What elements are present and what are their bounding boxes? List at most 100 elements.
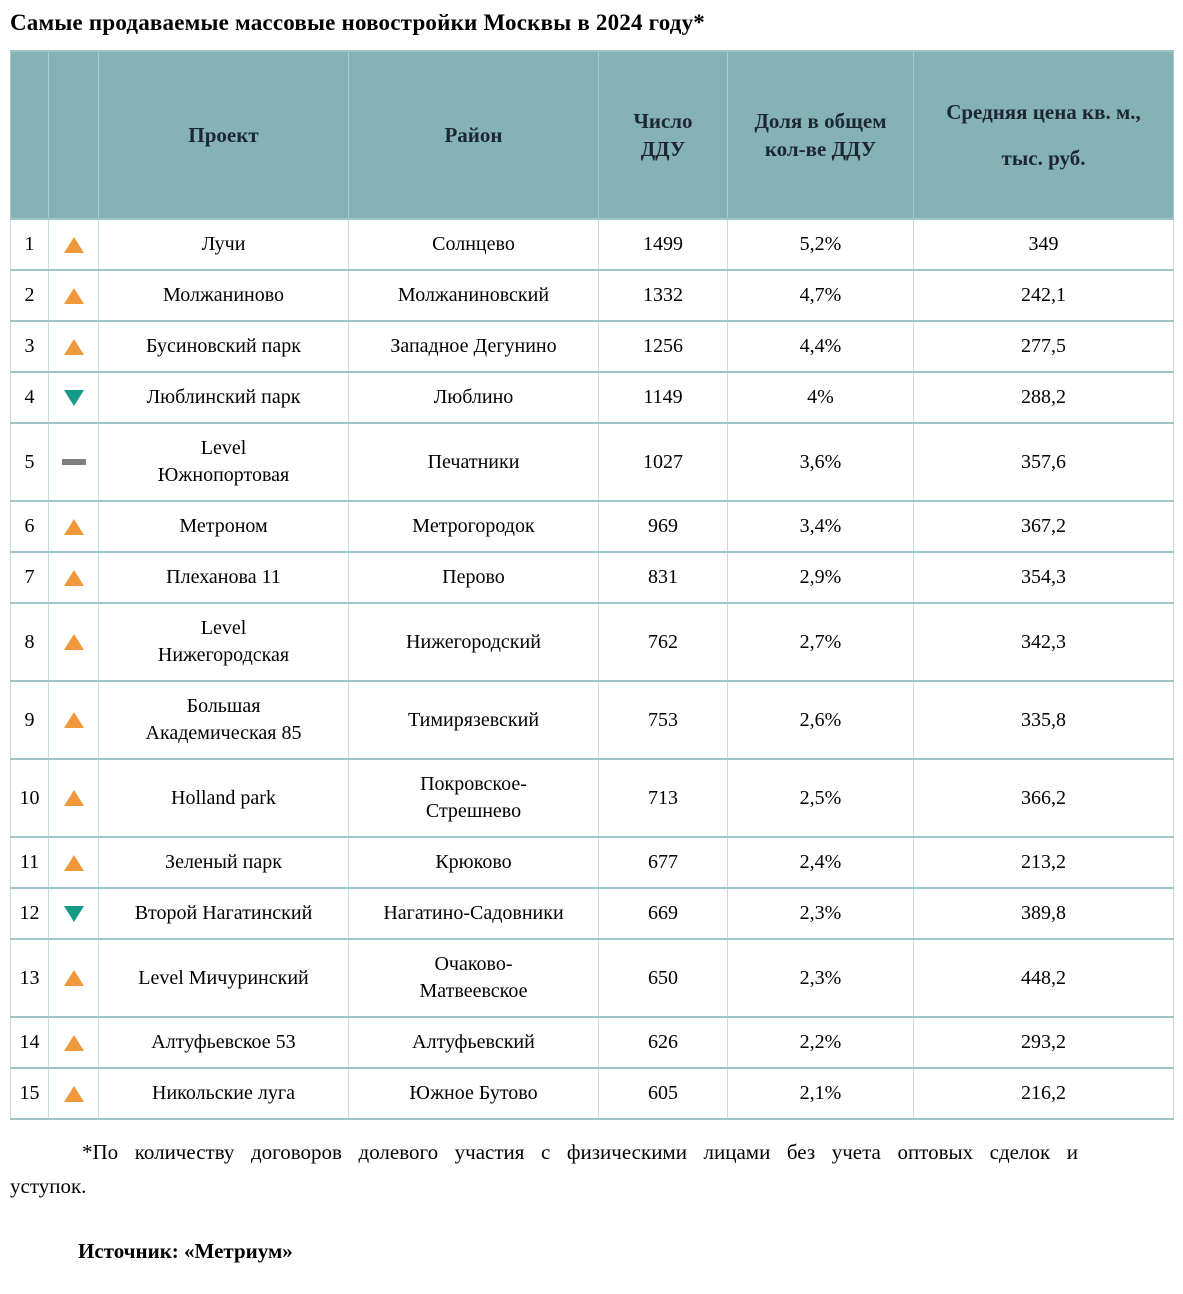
rank-cell: 1 (10, 218, 49, 271)
ddu-count-cell: 1027 (598, 422, 728, 502)
trend-cell (48, 218, 99, 271)
ddu-share-cell: 2,6% (727, 680, 914, 760)
trend-cell (48, 1016, 99, 1069)
table-row: 15 Никольские луга Южное Бутово 605 2,1% 216,… (10, 1067, 1174, 1120)
ddu-count-cell: 626 (598, 1016, 728, 1069)
triangle-down-icon (63, 905, 84, 922)
table-body: 1 Лучи Солнцево 1499 5,2% 349 2 Молжаниново Молж… (10, 218, 1174, 1120)
rank-cell: 8 (10, 602, 49, 682)
project-cell: Level Мичуринский (98, 938, 349, 1018)
triangle-up-icon (63, 569, 84, 586)
ddu-count-cell: 831 (598, 551, 728, 604)
ddu-share-cell: 4,4% (727, 320, 914, 373)
header-avg-price-line2: тыс. руб. (1001, 146, 1086, 170)
ddu-count-cell: 1332 (598, 269, 728, 322)
rank-cell: 9 (10, 680, 49, 760)
project-cell: Большая Академическая 85 (98, 680, 349, 760)
header-avg-price: Средняя цена кв. м., тыс. руб. (913, 50, 1174, 220)
trend-cell (48, 371, 99, 424)
table-row: 8 Level Нижегородская Нижегородский 762 2,7%… (10, 602, 1174, 682)
district-cell: Солнцево (348, 218, 599, 271)
ddu-share-cell: 4% (727, 371, 914, 424)
ddu-count-cell: 969 (598, 500, 728, 553)
district-cell: Западное Дегунино (348, 320, 599, 373)
project-cell: Лучи (98, 218, 349, 271)
header-district: Район (348, 50, 599, 220)
triangle-up-icon (63, 790, 84, 806)
district-cell: Метрогородок (348, 500, 599, 553)
ddu-share-cell: 2,5% (727, 758, 914, 838)
district-cell: Покровское- Стрешнево (348, 758, 599, 838)
district-cell: Печатники (348, 422, 599, 502)
header-ddu-share: Доля в общем кол-ве ДДУ (727, 50, 914, 220)
triangle-up-icon (63, 712, 84, 728)
project-cell: Молжаниново (98, 269, 349, 322)
triangle-up-icon (63, 854, 84, 871)
triangle-up-icon (63, 634, 84, 650)
avg-price-cell: 213,2 (913, 836, 1174, 889)
project-cell: Никольские луга (98, 1067, 349, 1120)
trend-cell (48, 1067, 99, 1120)
ddu-share-cell: 2,2% (727, 1016, 914, 1069)
table-row: 9 Большая Академическая 85 Тимирязевский 75… (10, 680, 1174, 760)
avg-price-cell: 367,2 (913, 500, 1174, 553)
ddu-count-cell: 713 (598, 758, 728, 838)
table-row: 11 Зеленый парк Крюково 677 2,4% 213,2 (10, 836, 1174, 889)
ddu-count-cell: 677 (598, 836, 728, 889)
avg-price-cell: 216,2 (913, 1067, 1174, 1120)
project-cell: Level Южнопортовая (98, 422, 349, 502)
rank-cell: 14 (10, 1016, 49, 1069)
avg-price-cell: 349 (913, 218, 1174, 271)
rank-cell: 15 (10, 1067, 49, 1120)
avg-price-cell: 277,5 (913, 320, 1174, 373)
triangle-up-icon (63, 970, 84, 986)
ddu-share-cell: 3,4% (727, 500, 914, 553)
project-cell: Зеленый парк (98, 836, 349, 889)
table-row: 7 Плеханова 11 Перово 831 2,9% 354,3 (10, 551, 1174, 604)
table-row: 5 Level Южнопортовая Печатники 1027 3,6% 357,… (10, 422, 1174, 502)
trend-cell (48, 602, 99, 682)
ddu-share-cell: 2,7% (727, 602, 914, 682)
rank-cell: 3 (10, 320, 49, 373)
district-cell: Нагатино-Садовники (348, 887, 599, 940)
project-cell: Level Нижегородская (98, 602, 349, 682)
ddu-count-cell: 1149 (598, 371, 728, 424)
trend-cell (48, 680, 99, 760)
triangle-up-icon (63, 1034, 84, 1051)
table-row: 4 Люблинский парк Люблино 1149 4% 288,2 (10, 371, 1174, 424)
ddu-count-cell: 762 (598, 602, 728, 682)
rank-cell: 7 (10, 551, 49, 604)
header-project: Проект (98, 50, 349, 220)
ddu-count-cell: 1499 (598, 218, 728, 271)
project-cell: Люблинский парк (98, 371, 349, 424)
trend-cell (48, 887, 99, 940)
avg-price-cell: 354,3 (913, 551, 1174, 604)
ddu-share-cell: 2,3% (727, 938, 914, 1018)
trend-cell (48, 938, 99, 1018)
triangle-up-icon (63, 236, 84, 253)
district-cell: Люблино (348, 371, 599, 424)
ddu-share-cell: 4,7% (727, 269, 914, 322)
table-row: 3 Бусиновский парк Западное Дегунино 1256 4,… (10, 320, 1174, 373)
header-trend (48, 50, 99, 220)
avg-price-cell: 357,6 (913, 422, 1174, 502)
district-cell: Молжаниновский (348, 269, 599, 322)
triangle-up-icon (63, 518, 84, 535)
ddu-count-cell: 650 (598, 938, 728, 1018)
source-line: Источник: «Метриум» (78, 1239, 293, 1264)
dash-icon (61, 459, 86, 465)
header-ddu-count: Число ДДУ (598, 50, 728, 220)
avg-price-cell: 342,3 (913, 602, 1174, 682)
ddu-share-cell: 3,6% (727, 422, 914, 502)
avg-price-cell: 288,2 (913, 371, 1174, 424)
trend-cell (48, 269, 99, 322)
ddu-count-cell: 605 (598, 1067, 728, 1120)
project-cell: Бусиновский парк (98, 320, 349, 373)
ddu-share-cell: 2,1% (727, 1067, 914, 1120)
rank-cell: 11 (10, 836, 49, 889)
trend-cell (48, 422, 99, 502)
footnote: *По количеству договоров долевого участи… (10, 1140, 1078, 1198)
table-row: 1 Лучи Солнцево 1499 5,2% 349 (10, 218, 1174, 271)
avg-price-cell: 242,1 (913, 269, 1174, 322)
district-cell: Южное Бутово (348, 1067, 599, 1120)
